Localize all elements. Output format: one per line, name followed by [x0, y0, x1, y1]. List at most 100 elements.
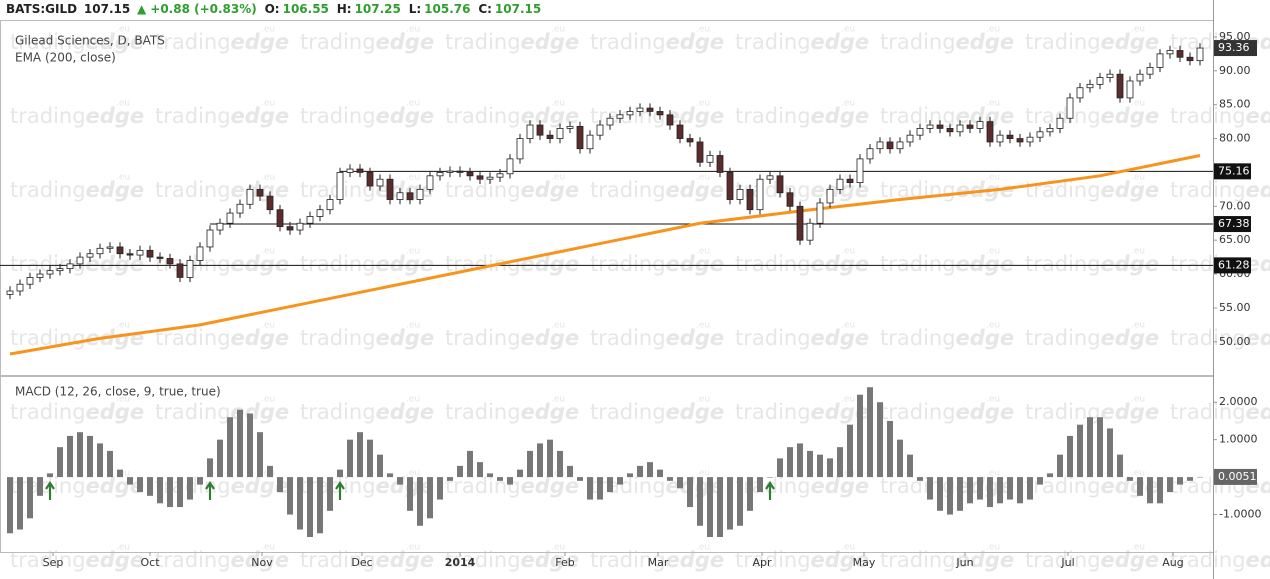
- close-label: C:: [478, 2, 492, 16]
- watermark-word: trading: [590, 326, 666, 350]
- watermark-word: trading: [445, 104, 521, 128]
- histogram-bar: [127, 477, 133, 485]
- watermark-word: edge: [1101, 326, 1160, 350]
- candle-body: [66, 263, 74, 270]
- histogram-bar: [287, 477, 293, 515]
- candle-body: [1046, 127, 1054, 133]
- histogram-bar: [47, 473, 53, 478]
- x-tick-label: May: [853, 556, 876, 569]
- candle-body: [626, 111, 634, 116]
- candle-body: [226, 212, 234, 224]
- watermark: tradingedge: [300, 104, 434, 128]
- watermark: tradingedge: [880, 326, 1014, 350]
- watermark-word: edge: [376, 178, 435, 202]
- watermark-suffix: .eu: [261, 247, 275, 257]
- histogram-bar: [477, 462, 483, 478]
- last-price: 107.15: [83, 2, 131, 16]
- histogram-bar: [877, 402, 883, 478]
- watermark: tradingedge: [880, 104, 1014, 128]
- watermark: tradingedge: [300, 326, 434, 350]
- watermark-word: edge: [231, 104, 290, 128]
- watermark-suffix: .eu: [551, 321, 565, 331]
- histogram-bar: [247, 413, 253, 478]
- histogram-bar: [567, 465, 573, 478]
- watermark: tradingedge: [1170, 326, 1270, 350]
- candle-body: [586, 134, 594, 150]
- watermark-word: edge: [1246, 178, 1270, 202]
- histogram-bar: [147, 477, 153, 496]
- watermark-word: edge: [521, 326, 580, 350]
- watermark-suffix: .eu: [551, 99, 565, 109]
- watermark: tradingedge: [735, 326, 869, 350]
- watermark-word: trading: [445, 30, 521, 54]
- candle-body: [676, 124, 684, 139]
- candle-body: [196, 246, 204, 261]
- watermark-word: trading: [155, 400, 231, 424]
- histogram-bar: [497, 477, 503, 481]
- candle-body: [736, 188, 744, 200]
- watermark: tradingedge: [590, 326, 724, 350]
- histogram-bar: [387, 473, 393, 478]
- histogram-bar: [807, 450, 813, 478]
- histogram-bar: [337, 469, 343, 478]
- histogram-bar: [327, 477, 333, 511]
- watermark-word: trading: [300, 252, 376, 276]
- candle-body: [876, 141, 884, 150]
- candle-body: [396, 192, 404, 200]
- histogram-bar: [907, 454, 913, 478]
- histogram-bar: [177, 477, 183, 508]
- candle-body: [456, 170, 464, 173]
- watermark-suffix: .eu: [1131, 173, 1145, 183]
- histogram-bar: [767, 477, 773, 478]
- histogram-bar: [687, 477, 693, 508]
- watermark-word: edge: [811, 326, 870, 350]
- histogram-bar: [647, 462, 653, 478]
- watermark-suffix: .eu: [551, 395, 565, 405]
- histogram-bar: [347, 439, 353, 478]
- candle-body: [346, 168, 354, 173]
- watermark-suffix: .eu: [986, 469, 1000, 479]
- histogram-bar: [1027, 477, 1033, 500]
- candle-body: [786, 192, 794, 207]
- watermark: tradingedge: [300, 400, 434, 424]
- watermark: tradingedge: [880, 252, 1014, 276]
- candle-body: [136, 249, 144, 256]
- watermark: tradingedge: [880, 400, 1014, 424]
- candle-body: [126, 253, 134, 256]
- histogram-bar: [437, 477, 443, 500]
- candle-body: [56, 268, 64, 272]
- watermark-word: edge: [86, 178, 145, 202]
- watermark-suffix: .eu: [841, 25, 855, 35]
- watermark-word: edge: [521, 474, 580, 498]
- candle-body: [806, 222, 814, 241]
- y-tick-label: 65.00: [1219, 233, 1251, 246]
- histogram-bar: [417, 477, 423, 526]
- watermark-suffix: .eu: [551, 543, 565, 553]
- histogram-bar: [297, 477, 303, 530]
- histogram-bar: [1187, 477, 1193, 481]
- y-tick-label: 90.00: [1219, 64, 1251, 77]
- watermark-word: trading: [880, 326, 956, 350]
- watermark-word: edge: [86, 548, 145, 572]
- watermark-suffix: .eu: [261, 25, 275, 35]
- signal-arrow: [205, 481, 215, 500]
- watermark-word: edge: [86, 474, 145, 498]
- histogram-bar: [367, 439, 373, 478]
- histogram-bar: [817, 454, 823, 478]
- watermark-suffix: .eu: [986, 25, 1000, 35]
- watermark-word: trading: [590, 400, 666, 424]
- histogram-bar: [487, 473, 493, 478]
- candle-body: [916, 127, 924, 136]
- watermark-suffix: .eu: [261, 543, 275, 553]
- watermark-suffix: .eu: [986, 543, 1000, 553]
- watermark-word: trading: [1025, 474, 1101, 498]
- histogram-bar: [827, 458, 833, 478]
- change: +0.88 (+0.83%): [150, 2, 257, 16]
- watermark-word: edge: [666, 400, 725, 424]
- watermark-word: trading: [1025, 326, 1101, 350]
- low-label: L:: [408, 2, 422, 16]
- watermark: tradingedge: [445, 178, 579, 202]
- watermark-word: edge: [666, 326, 725, 350]
- histogram-bar: [657, 469, 663, 478]
- watermark-word: trading: [300, 30, 376, 54]
